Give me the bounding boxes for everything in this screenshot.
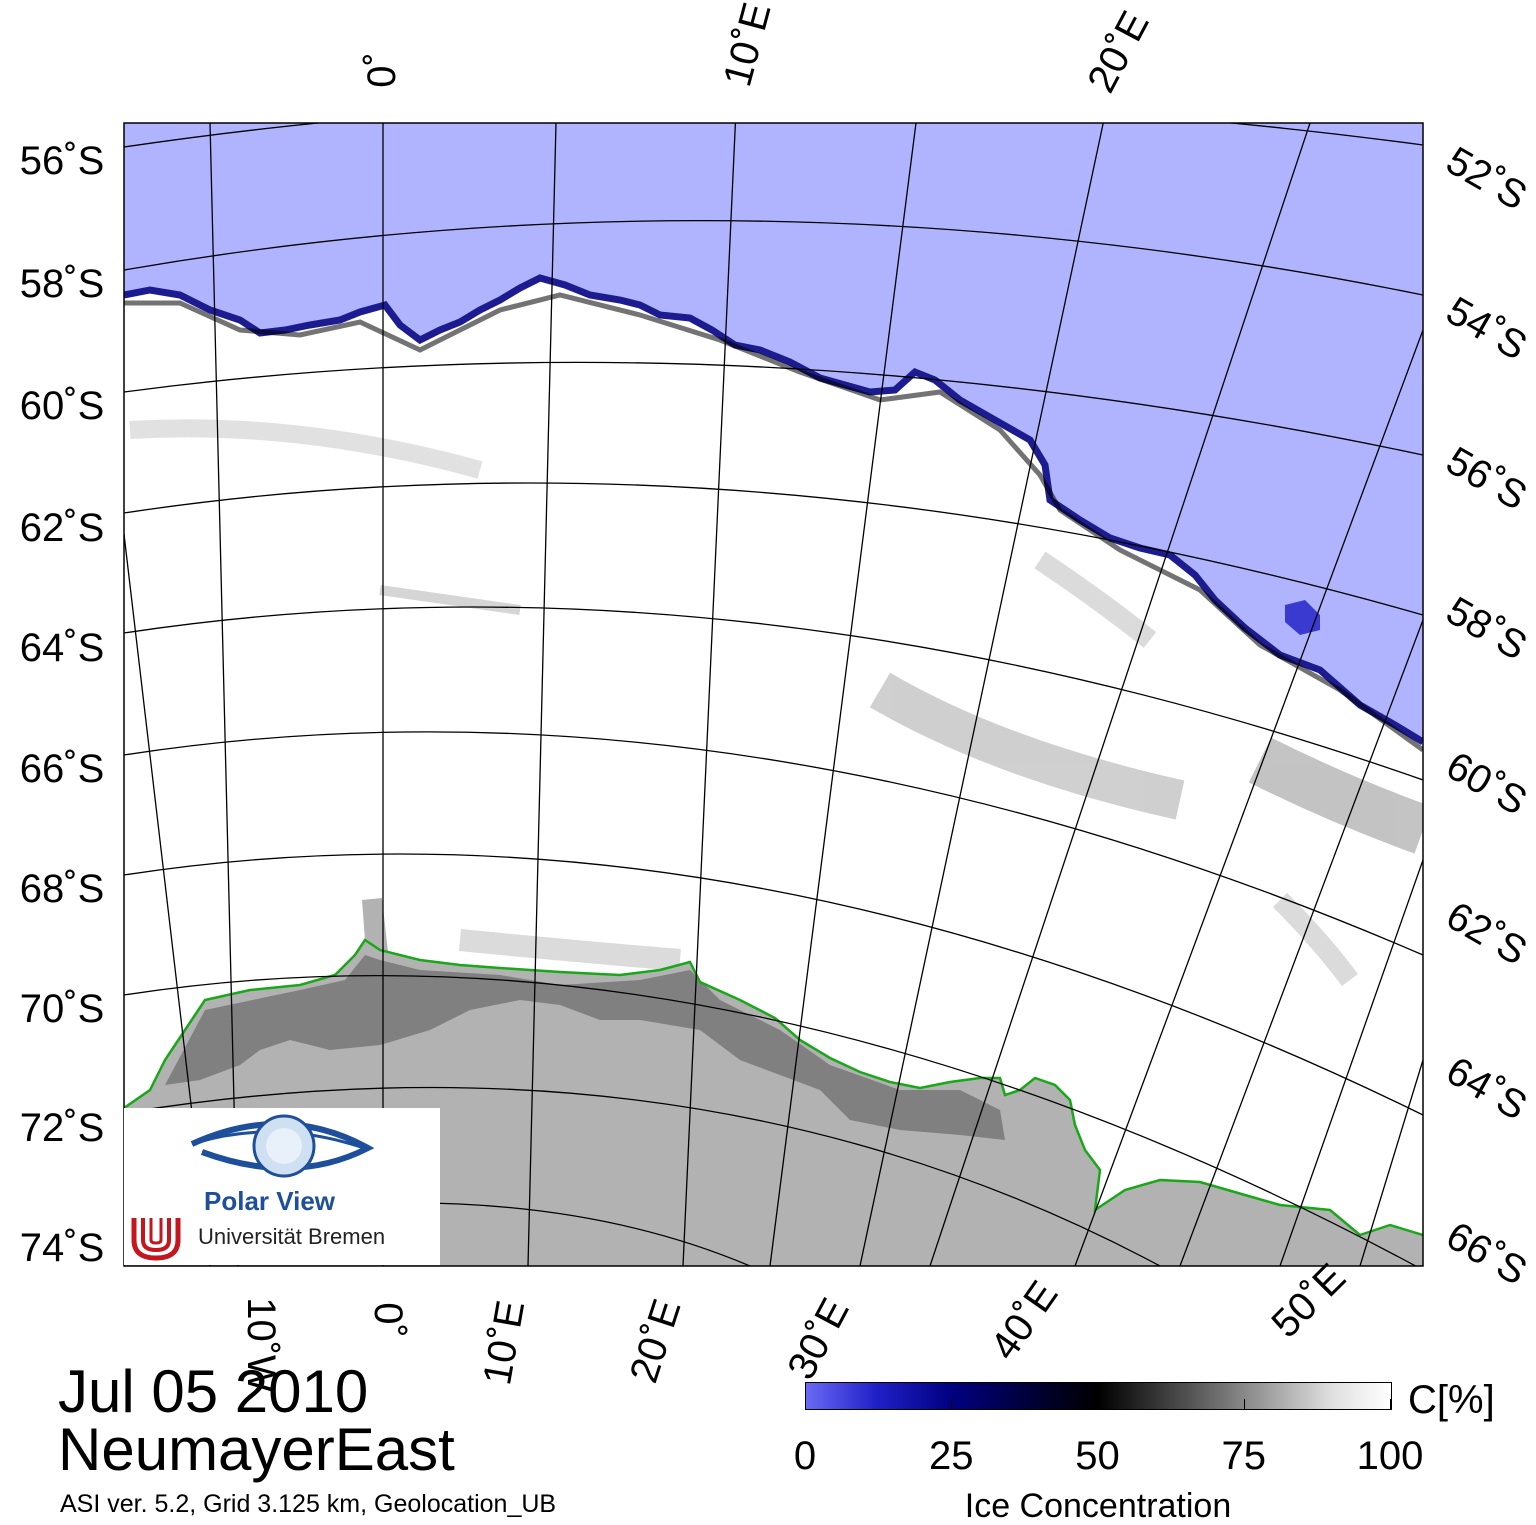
lat-left-label-9: 74˚S (20, 1226, 105, 1270)
region-name: NeumayerEast (58, 1416, 455, 1483)
coastline (124, 938, 1423, 1237)
ice-floe-patch (1285, 600, 1320, 635)
left-latitude-labels: 56˚S 58˚S 60˚S 62˚S 64˚S 66˚S 68˚S 70˚S 72˚S 74˚S (20, 139, 105, 1270)
lat-right-label-5: 62˚S (1439, 894, 1534, 974)
lat-right-label-7: 66˚S (1439, 1214, 1534, 1294)
colorbar-tick (951, 1399, 953, 1409)
colorbar-title: Ice Concentration (964, 1487, 1232, 1525)
colorbar-tick (1097, 1399, 1099, 1409)
lat-right-label-2: 56˚S (1439, 439, 1534, 519)
lat-right-label-3: 58˚S (1439, 589, 1534, 669)
lat-left-label-2: 60˚S (20, 384, 105, 428)
ice-edge-line (124, 274, 1423, 745)
logo-line-university: Universität Bremen (198, 1224, 386, 1249)
colorbar-tick-label: 25 (929, 1434, 974, 1478)
longitude-lines (124, 123, 1423, 1266)
colorbar-tick-label: 50 (1075, 1434, 1120, 1478)
colorbar-unit: C[%] (1408, 1378, 1495, 1422)
lon-top-label-2: 20˚E (1079, 4, 1158, 99)
colorbar-tick (1390, 1399, 1391, 1409)
lat-left-label-3: 62˚S (20, 506, 105, 550)
colorbar-tick-label: 100 (1356, 1434, 1424, 1478)
map-date: Jul 05 2010 (58, 1358, 369, 1425)
colorbar-tick-label: 75 (1221, 1434, 1267, 1478)
product-credit: ASI ver. 5.2, Grid 3.125 km, Geolocation… (60, 1490, 557, 1518)
colorbar (805, 1382, 1392, 1410)
lat-right-label-4: 60˚S (1439, 744, 1534, 824)
colorbar-tick-label: 0 (793, 1434, 817, 1478)
lat-left-label-5: 66˚S (20, 747, 105, 791)
lat-left-label-7: 70˚S (20, 987, 105, 1031)
eye-globe-icon (190, 1114, 375, 1178)
logo-line-polar-view: Polar View (204, 1186, 336, 1216)
lon-bottom-label-3: 20˚E (622, 1294, 690, 1388)
lon-bottom-label-6: 50˚E (1263, 1255, 1354, 1346)
colorbar-tick (1243, 1399, 1245, 1409)
map-frame (123, 122, 1424, 1267)
low-concentration-streaks (129, 419, 1423, 987)
lon-bottom-label-5: 40˚E (982, 1273, 1067, 1367)
lat-left-label-0: 56˚S (20, 139, 105, 183)
lon-top-label-1: 10˚E (715, 0, 779, 91)
lat-right-label-1: 54˚S (1439, 289, 1534, 369)
lat-left-label-8: 72˚S (20, 1106, 105, 1150)
lat-left-label-4: 64˚S (20, 626, 105, 670)
lat-right-label-0: 52˚S (1439, 139, 1534, 219)
lat-left-label-1: 58˚S (20, 262, 105, 306)
lon-top-label-0: 0˚ (360, 52, 404, 88)
colorbar-tick (805, 1399, 806, 1409)
lon-bottom-label-2: 10˚E (475, 1297, 533, 1388)
open-water-area (124, 123, 1423, 742)
lat-right-label-6: 64˚S (1439, 1049, 1534, 1129)
lat-left-label-6: 68˚S (20, 867, 105, 911)
bottom-longitude-labels: 10˚W 0˚ 10˚E 20˚E 30˚E 40˚E 50˚E (239, 1255, 1354, 1393)
lon-bottom-label-0: 10˚W (239, 1297, 283, 1393)
polar-view-logo: Polar View Universität Bremen (124, 1108, 440, 1265)
top-longitude-labels: 0˚ 10˚E 20˚E (360, 0, 1158, 100)
lon-bottom-label-4: 30˚E (779, 1291, 858, 1386)
right-latitude-labels: 52˚S 54˚S 56˚S 58˚S 60˚S 62˚S 64˚S 66˚S (1439, 139, 1534, 1294)
bremen-u-seal-icon (131, 1218, 181, 1261)
lon-bottom-label-1: 0˚ (366, 1302, 410, 1338)
ice-shelf (165, 955, 1005, 1140)
